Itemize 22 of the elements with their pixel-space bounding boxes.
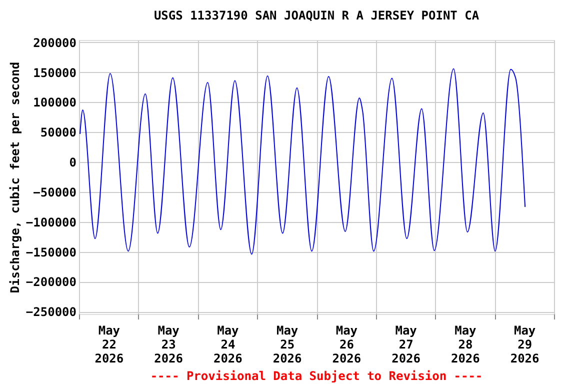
- x-tick-label: May 23 2026: [154, 324, 184, 366]
- y-tick-label: −200000: [26, 275, 76, 290]
- text: ---- Provisional Data Subject to Revision ----: [150, 369, 483, 383]
- line-series: [79, 68, 526, 255]
- y-tick-label: 0: [69, 156, 76, 170]
- x-tick-label: May 22 2026: [94, 324, 124, 366]
- y-tick-label: −50000: [33, 185, 76, 200]
- x-tick-label: May 29 2026: [510, 324, 540, 366]
- x-tick-label: May 27 2026: [392, 324, 421, 366]
- y-tick-label: 150000: [33, 66, 76, 80]
- y-tick-label: 50000: [40, 126, 76, 140]
- x-tick-label: May 26 2026: [332, 324, 362, 366]
- x-tick-label: May 28 2026: [450, 324, 480, 366]
- y-tick-label: 100000: [33, 96, 76, 110]
- y-tick-label: −250000: [26, 305, 76, 320]
- y-tick-label: 200000: [33, 36, 76, 50]
- x-tick-label: May 24 2026: [213, 324, 242, 366]
- y-tick-label: −100000: [26, 215, 76, 230]
- chart-title: USGS 11337190 SAN JOAQUIN R A JERSEY POINT CA: [154, 8, 480, 22]
- y-tick-label: −150000: [26, 245, 76, 260]
- x-tick-label: May 25 2026: [272, 324, 302, 366]
- y-axis-title: Discharge, cubic feet per second: [8, 62, 22, 294]
